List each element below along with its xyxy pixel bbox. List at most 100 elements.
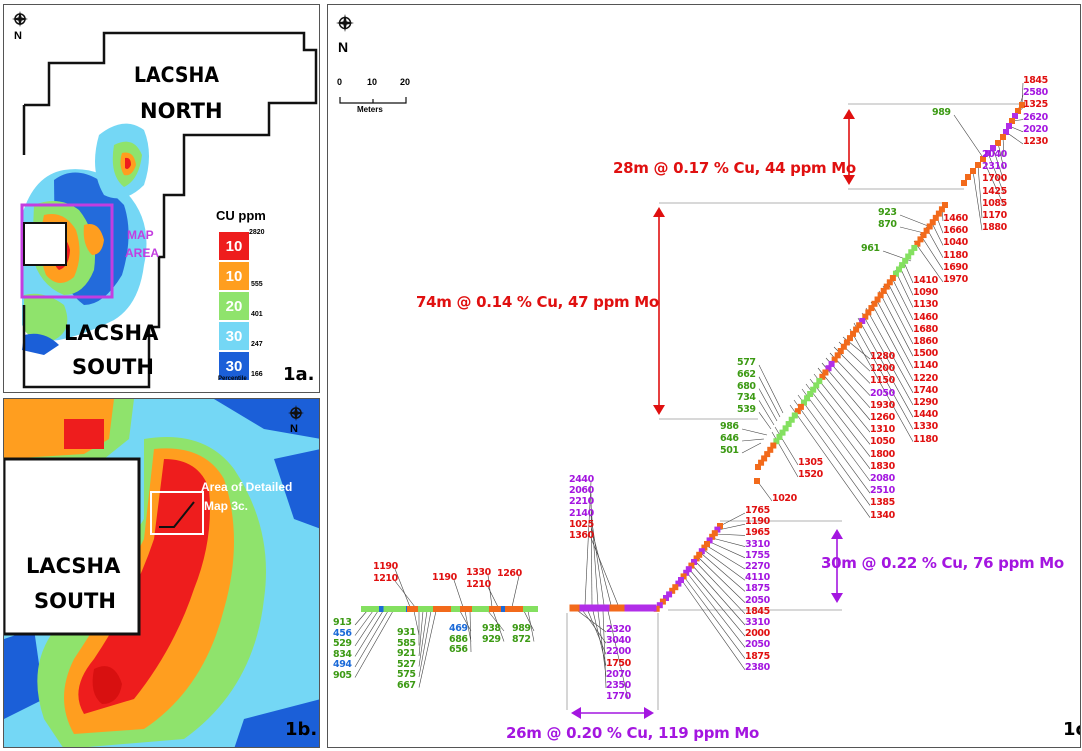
sample-marker	[755, 464, 761, 470]
sample-value-label: 2050	[745, 639, 770, 651]
sample-value-label: 539	[737, 404, 756, 416]
sample-marker	[569, 604, 577, 612]
sample-value-label: 1690	[943, 261, 968, 273]
interval-arrowhead	[843, 175, 855, 185]
sample-marker	[840, 343, 847, 350]
sample-value-label: 870	[878, 219, 897, 230]
north-label: N	[290, 423, 298, 435]
sample-value-label: 1875	[745, 583, 770, 595]
sample-marker	[926, 223, 933, 230]
leader-line	[689, 569, 746, 637]
sample-value-label: 2000	[745, 628, 770, 640]
north-label: N	[14, 30, 22, 42]
leader-line	[793, 399, 871, 506]
sample-value-label: 1520	[798, 469, 823, 480]
sample-marker	[917, 236, 924, 243]
leader-line	[590, 526, 612, 606]
sample-marker	[523, 606, 529, 612]
leader-line	[453, 579, 464, 608]
map-area-line1: MAP	[127, 228, 154, 242]
leader-line	[789, 404, 871, 518]
sample-value-label: 1830	[870, 460, 895, 472]
leader-line	[861, 312, 914, 406]
sample-value-label: 2070	[606, 668, 631, 680]
legend-swatch: 10	[219, 262, 249, 290]
sample-value-label: 456	[333, 627, 352, 639]
sample-value-label: 923	[878, 207, 897, 218]
sample-value-label: 1660	[943, 225, 968, 237]
sample-marker	[644, 604, 652, 612]
leader-line	[849, 328, 914, 442]
sample-marker	[424, 606, 430, 612]
leader-line	[590, 493, 593, 606]
leader-line	[597, 610, 607, 677]
sample-marker	[908, 249, 915, 256]
sample-value-label: 1180	[913, 433, 938, 445]
sample-marker	[914, 240, 921, 247]
leader-line	[758, 400, 775, 426]
region-north-line1: LACSHA	[134, 63, 219, 87]
interval-arrowhead	[571, 707, 581, 719]
sample-marker	[365, 606, 372, 612]
detail-line2: Map 3c.	[204, 499, 249, 513]
sample-value-label: 1845	[1023, 75, 1048, 86]
sample-marker	[794, 408, 801, 415]
sample-marker	[711, 530, 718, 537]
sample-value-label: 1385	[870, 497, 895, 509]
leader-line	[972, 170, 983, 231]
interval-arrowhead	[653, 405, 665, 415]
sample-marker	[433, 606, 439, 612]
sample-marker	[1000, 134, 1006, 140]
legend-title: CU ppm	[216, 208, 266, 223]
leader-line	[394, 568, 411, 608]
sample-marker	[574, 604, 582, 612]
sample-marker	[706, 537, 713, 544]
leader-line	[919, 233, 944, 270]
sample-marker	[871, 300, 878, 307]
scale-tick-20: 20	[400, 77, 411, 87]
leader-line	[590, 515, 605, 606]
map-area-box	[20, 203, 114, 299]
sample-value-label: 1340	[870, 509, 895, 521]
sample-value-label: 3310	[745, 538, 770, 550]
sample-value-label: 1260	[870, 412, 895, 423]
sample-marker	[437, 606, 444, 612]
sample-value-label: 1170	[982, 210, 1007, 221]
sample-marker	[609, 604, 617, 612]
sample-value-label: 1040	[943, 237, 968, 249]
sample-value-label: 1410	[913, 275, 938, 286]
sample-value-label: 667	[397, 679, 416, 691]
leader-line	[487, 586, 499, 608]
panel-label-1b: 1b.	[285, 719, 318, 740]
interval-annotation: 30m @ 0.22 % Cu, 76 ppm Mo	[821, 554, 1064, 572]
sample-marker	[656, 602, 663, 609]
leader-line	[758, 388, 778, 422]
sample-value-label: 1425	[982, 185, 1007, 197]
sample-value-label: 1325	[1023, 99, 1048, 111]
sample-marker	[446, 606, 453, 612]
sample-value-label: 494	[333, 659, 352, 670]
scale-tick-0: 0	[337, 77, 343, 87]
leader-line	[874, 296, 914, 369]
sample-marker	[761, 455, 768, 462]
sample-marker	[865, 309, 872, 316]
sample-marker	[509, 606, 515, 612]
sample-marker	[800, 399, 807, 406]
sample-marker	[779, 429, 786, 436]
sample-marker	[473, 606, 480, 612]
sample-value-label: 2350	[606, 680, 631, 691]
detail-line1: Area of Detailed	[201, 480, 293, 494]
sample-value-label: 1860	[913, 336, 938, 347]
sample-marker	[816, 378, 823, 385]
sample-value-label: 1880	[982, 222, 1007, 234]
leader-line	[418, 610, 432, 678]
sample-value-label: 1750	[606, 657, 631, 669]
region-south-line2: SOUTH	[72, 355, 154, 379]
leader-line	[809, 378, 871, 457]
sample-marker	[669, 587, 676, 594]
sample-value-label: 1970	[943, 274, 968, 285]
panel-1c-detailed-map: N 0 10 20 Meters 28m @ 0.17 % Cu, 44 ppm…	[327, 4, 1081, 748]
sample-marker	[770, 442, 777, 449]
sample-value-label: 575	[397, 669, 416, 680]
sample-marker	[714, 526, 721, 533]
